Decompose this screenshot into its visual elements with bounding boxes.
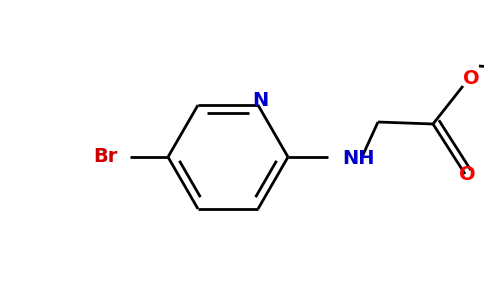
- Text: O: O: [459, 165, 475, 184]
- Text: N: N: [252, 91, 268, 110]
- Text: NH: NH: [342, 149, 375, 169]
- Text: Br: Br: [93, 148, 118, 166]
- Text: O: O: [463, 69, 479, 88]
